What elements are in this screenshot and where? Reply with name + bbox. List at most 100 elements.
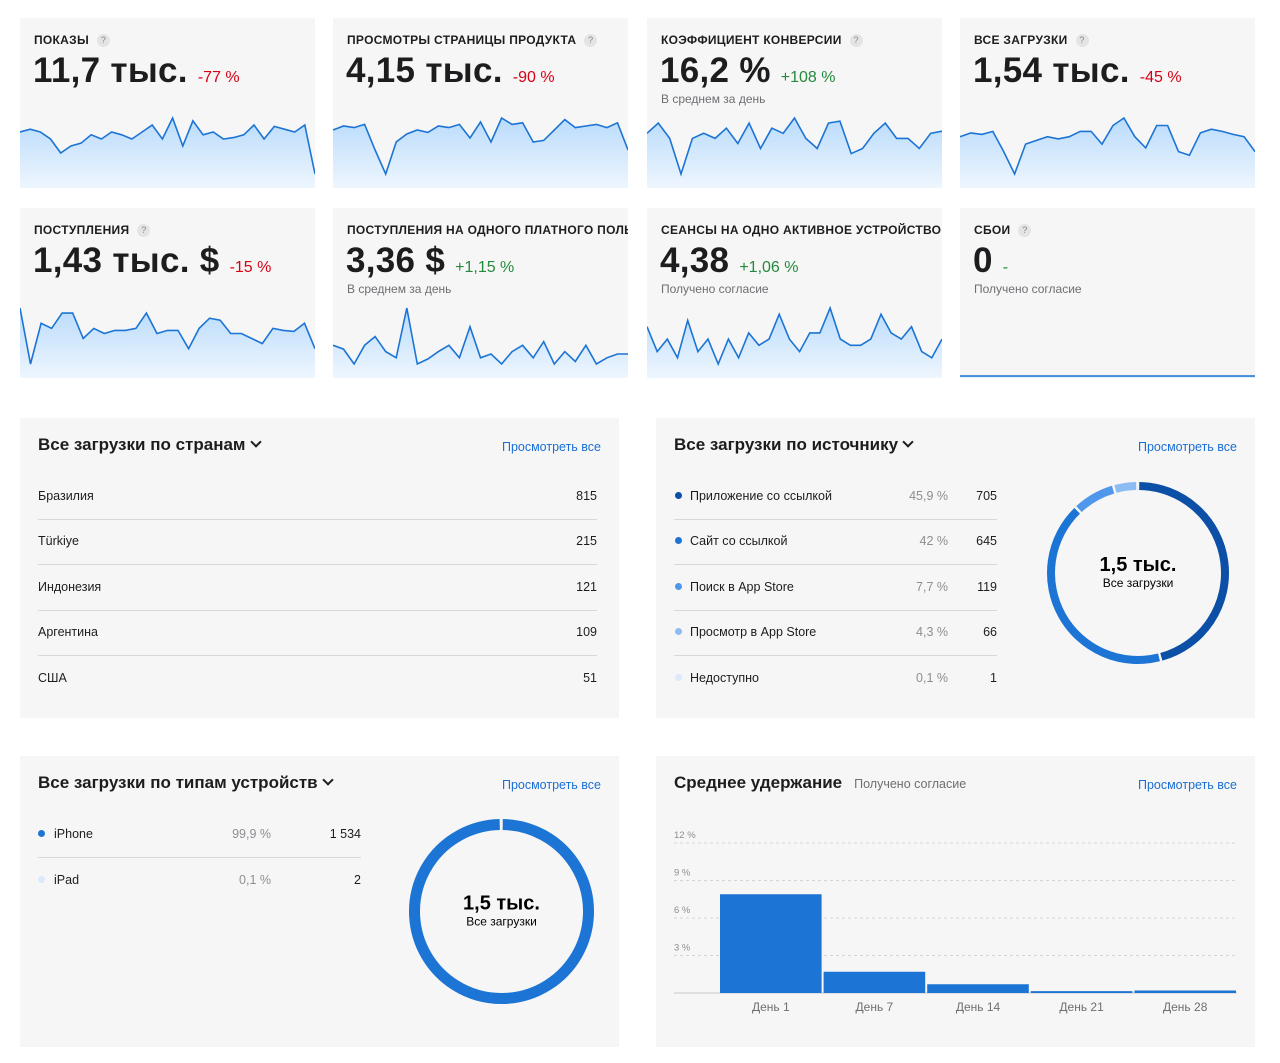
metric-value: 11,7 тыс. (33, 51, 188, 90)
sparkline (333, 307, 628, 378)
legend-row: Сайт со ссылкой 42 % 645 (674, 533, 997, 549)
donut-center-label: Все загрузки (1103, 576, 1174, 590)
y-tick-label: 6 % (674, 905, 691, 916)
row-separator (38, 519, 597, 520)
metric-value: 4,38 (660, 241, 730, 280)
sparkline-line (960, 116, 1255, 177)
item-count: 1 (990, 671, 997, 685)
item-share: 4,3 % (916, 625, 948, 639)
legend-row: Приложение со ссылкой 45,9 % 705 (674, 488, 997, 504)
metric-value: 1,43 тыс. $ (33, 241, 220, 280)
country-count: 109 (576, 625, 597, 639)
metric-card: ПРОСМОТРЫ СТРАНИЦЫ ПРОДУКТА? 4,15 тыс. -90… (333, 18, 628, 188)
metric-row: 0- (973, 241, 1008, 281)
metric-card: КОЭФФИЦИЕНТ КОНВЕРСИИ? 16,2 % +108 % В сред… (647, 18, 942, 188)
item-count: 705 (976, 489, 997, 503)
metric-note: Получено согласие (974, 282, 1082, 296)
country-count: 815 (576, 489, 597, 503)
metric-card: ПОСТУПЛЕНИЯ НА ОДНОГО ПЛАТНОГО ПОЛЬЗ? 3,3… (333, 208, 628, 378)
metric-value: 4,15 тыс. (346, 51, 503, 90)
legend-row: iPad 0,1 % 2 (38, 872, 361, 888)
view-all-link[interactable]: Просмотреть все (501, 778, 601, 792)
metric-title: СЕАНСЫ НА ОДНО АКТИВНОЕ УСТРОЙСТВО (661, 223, 942, 237)
panel-subtitle: Получено согласие (854, 777, 967, 791)
metric-header: СБОИ? (974, 223, 1032, 237)
donut-segment (1076, 485, 1115, 513)
chevron-icon (321, 774, 334, 786)
sparkline-line (333, 116, 628, 177)
view-all-link[interactable]: Просмотреть все (1137, 778, 1237, 792)
donut-segment (1047, 507, 1160, 664)
metric-change: -15 % (229, 259, 272, 276)
item-name: Приложение со ссылкой (690, 489, 832, 503)
help-icon: ? (849, 34, 863, 47)
y-tick-label: 3 % (674, 943, 691, 954)
legend-row: Просмотр в App Store 4,3 % 66 (674, 624, 997, 640)
legend-row: Поиск в App Store 7,7 % 119 (674, 579, 997, 595)
sparkline-area (20, 118, 315, 188)
item-name: iPhone (54, 827, 93, 841)
donut-segment (408, 818, 594, 1004)
metric-change: +1,15 % (455, 259, 515, 276)
view-all-link[interactable]: Просмотреть все (1137, 440, 1237, 454)
sparkline (960, 116, 1255, 188)
sparkline-line (647, 116, 942, 177)
panel: Все загрузки по источнику Просмотреть все… (656, 418, 1255, 718)
metric-row: 11,7 тыс. -77 % (33, 51, 240, 91)
view-all-link[interactable]: Просмотреть все (501, 440, 601, 454)
metric-note: В среднем за день (347, 282, 452, 296)
metric-title: СБОИ (974, 223, 1011, 237)
help-icon: ? (97, 34, 111, 47)
row-separator (38, 857, 361, 858)
metric-change: -90 % (512, 69, 555, 86)
sparkline (647, 305, 942, 378)
metric-header: ПОСТУПЛЕНИЯ? (34, 223, 151, 237)
help-icon: ? (137, 224, 151, 237)
y-tick-label: 9 % (674, 868, 691, 879)
metric-row: 1,54 тыс. -45 % (973, 51, 1182, 91)
row-separator (674, 519, 997, 520)
panel-title: Среднее удержание Получено согласие (674, 773, 966, 793)
x-tick-label: День 7 (856, 1000, 894, 1014)
donut-chart: 1,5 тыс.Все загрузки (408, 818, 594, 1004)
panel-title-text: Все загрузки по странам (38, 435, 246, 454)
metric-card: СЕАНСЫ НА ОДНО АКТИВНОЕ УСТРОЙСТВО? 4,38 +… (647, 208, 942, 378)
item-share: 42 % (919, 534, 949, 548)
country-row: Türkiye 215 (38, 533, 597, 549)
bar (927, 984, 1029, 993)
bar (1134, 990, 1236, 993)
country-name: Бразилия (38, 489, 94, 503)
metric-title: ПОСТУПЛЕНИЯ НА ОДНОГО ПЛАТНОГО ПОЛЬЗ (347, 223, 628, 237)
legend-dot (675, 674, 682, 681)
legend-dot (38, 830, 45, 837)
sparkline (960, 375, 1255, 378)
metric-title: ПОКАЗЫ (34, 33, 90, 47)
metric-change: -77 % (197, 69, 240, 86)
item-name: Просмотр в App Store (690, 625, 817, 639)
panel: Все загрузки по странам Просмотреть все Бр… (20, 418, 619, 718)
donut-center-label: Все загрузки (466, 914, 537, 928)
help-icon: ? (1075, 34, 1089, 47)
country-count: 215 (576, 534, 597, 548)
metric-title: ПОСТУПЛЕНИЯ (34, 223, 130, 237)
legend-dot (675, 583, 682, 590)
bar (823, 971, 926, 993)
row-separator (674, 564, 997, 565)
country-name: Индонезия (38, 580, 102, 594)
sparkline-area (647, 118, 942, 188)
metric-note: Получено согласие (661, 282, 769, 296)
panel-title-text: Среднее удержание (674, 773, 843, 792)
item-count: 645 (976, 534, 997, 548)
metric-row: 4,15 тыс. -90 % (346, 51, 555, 91)
row-separator (38, 610, 597, 611)
metric-header: ПРОСМОТРЫ СТРАНИЦЫ ПРОДУКТА? (347, 33, 598, 47)
y-tick-label: 12 % (674, 830, 696, 841)
x-tick-label: День 28 (1163, 1000, 1208, 1014)
legend-dot (675, 537, 682, 544)
bar (1030, 991, 1133, 993)
item-name: iPad (54, 873, 80, 887)
panel-title: Все загрузки по источнику (674, 435, 914, 455)
sparkline (20, 307, 315, 378)
sparkline-area (20, 308, 315, 378)
metric-row: 16,2 % +108 % (660, 51, 835, 91)
